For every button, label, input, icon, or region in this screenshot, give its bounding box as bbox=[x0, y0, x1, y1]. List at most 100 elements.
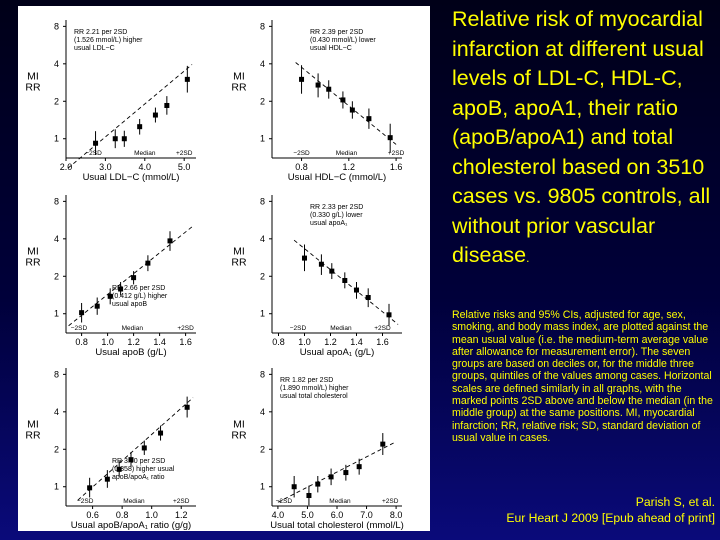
sd-label: +2SD bbox=[374, 325, 391, 332]
annotation-line: usual apoB bbox=[112, 301, 147, 308]
data-point bbox=[340, 97, 346, 103]
sd-label: +2SD bbox=[388, 150, 405, 157]
x-tick-label: 3.0 bbox=[99, 162, 112, 172]
x-tick-label: 0.8 bbox=[75, 337, 88, 347]
annotation-line: RR 2.21 per 2SD bbox=[74, 29, 127, 36]
y-tick-label: 8 bbox=[54, 21, 59, 31]
x-axis-label: Usual apoB (g/L) bbox=[95, 347, 166, 358]
y-axis-label-rr: RR bbox=[231, 429, 247, 441]
title-text: Relative risk of myocardial infarction a… bbox=[452, 7, 711, 267]
x-tick-label: 1.6 bbox=[390, 162, 403, 172]
x-tick-label: 1.2 bbox=[343, 162, 356, 172]
data-point bbox=[164, 102, 170, 108]
y-axis-label-rr: RR bbox=[231, 256, 247, 268]
sd-label: Median bbox=[336, 150, 358, 157]
y-tick-label: 2 bbox=[54, 271, 59, 281]
y-axis-label-mi: MI bbox=[233, 245, 245, 257]
x-tick-label: 5.0 bbox=[178, 162, 191, 172]
title-period: . bbox=[526, 251, 530, 265]
data-point bbox=[380, 441, 386, 447]
y-tick-label: 8 bbox=[260, 21, 265, 31]
data-point bbox=[131, 275, 137, 281]
figure-panel: 1 2 4 8 MI RR 2.0 3.0 4.0 5.0 Usual LDL−C (mmol/L)… bbox=[18, 6, 430, 531]
data-point bbox=[112, 136, 118, 142]
annotation-line: (0.430 mmol/L) lower bbox=[310, 37, 376, 44]
data-point bbox=[121, 136, 127, 142]
x-tick-label: 1.0 bbox=[145, 510, 158, 520]
trend-line bbox=[277, 441, 397, 503]
data-point bbox=[137, 124, 143, 130]
sd-label: Median bbox=[330, 325, 352, 332]
annotation-line: (0.412 g/L) higher bbox=[112, 293, 168, 300]
x-tick-label: 8.0 bbox=[390, 510, 403, 520]
data-point bbox=[152, 112, 158, 118]
x-tick-label: 6.0 bbox=[331, 510, 344, 520]
sd-label: −2SD bbox=[85, 150, 102, 157]
data-point bbox=[299, 76, 305, 82]
data-point bbox=[291, 484, 297, 490]
y-tick-label: 1 bbox=[260, 482, 265, 492]
x-tick-label: 0.8 bbox=[272, 337, 285, 347]
data-point bbox=[349, 107, 355, 113]
x-tick-label: 0.6 bbox=[86, 510, 99, 520]
sd-label: +2SD bbox=[176, 150, 193, 157]
data-point bbox=[329, 268, 335, 274]
x-tick-label: 1.6 bbox=[179, 337, 192, 347]
data-point bbox=[93, 140, 99, 146]
data-point bbox=[141, 445, 147, 451]
data-point bbox=[387, 135, 393, 141]
annotation-line: usual apoA₁ bbox=[310, 220, 348, 227]
y-tick-label: 4 bbox=[54, 234, 59, 244]
data-point bbox=[343, 470, 349, 476]
y-tick-label: 8 bbox=[260, 196, 265, 206]
data-point bbox=[104, 476, 110, 482]
sd-label: Median bbox=[122, 325, 144, 332]
sd-label: −2SD bbox=[290, 325, 307, 332]
data-point bbox=[354, 287, 359, 293]
x-tick-label: 5.0 bbox=[301, 510, 314, 520]
sd-label: Median bbox=[329, 498, 351, 505]
y-tick-label: 1 bbox=[54, 309, 59, 319]
annotation-line: (0.330 g/L) lower bbox=[310, 212, 363, 219]
x-tick-label: 0.8 bbox=[116, 510, 129, 520]
y-tick-label: 2 bbox=[54, 444, 59, 454]
y-axis-label-mi: MI bbox=[27, 245, 39, 257]
data-point bbox=[118, 286, 124, 292]
annotation-line: (1.890 mmol/L) higher bbox=[280, 385, 349, 392]
annotation-line: RR 2.33 per 2SD bbox=[310, 204, 363, 211]
y-tick-label: 2 bbox=[260, 271, 265, 281]
y-tick-label: 4 bbox=[54, 59, 59, 69]
x-axis-label: Usual apoB/apoA₁ ratio (g/g) bbox=[71, 520, 191, 531]
annotation-line: (0.358) higher usual bbox=[112, 466, 175, 473]
data-point bbox=[318, 261, 324, 267]
trend-line bbox=[295, 62, 397, 145]
data-point bbox=[302, 255, 307, 261]
trend-line bbox=[67, 64, 193, 169]
x-tick-label: 1.0 bbox=[298, 337, 311, 347]
x-tick-label: 2.0 bbox=[60, 162, 73, 172]
x-tick-label: 1.6 bbox=[376, 337, 389, 347]
y-tick-label: 1 bbox=[260, 309, 265, 319]
annotation-line: apoB/apoA₁ ratio bbox=[112, 474, 165, 481]
data-point bbox=[145, 260, 151, 266]
data-point bbox=[315, 82, 321, 88]
y-tick-label: 1 bbox=[260, 134, 265, 144]
citation-journal: Eur Heart J 2009 [Epub ahead of print] bbox=[506, 511, 715, 525]
trend-line bbox=[77, 397, 194, 501]
sd-label: −2SD bbox=[77, 498, 94, 505]
data-point bbox=[366, 116, 372, 122]
data-point bbox=[167, 238, 173, 244]
y-axis-label-rr: RR bbox=[25, 81, 41, 93]
data-point bbox=[328, 474, 334, 480]
data-point bbox=[107, 293, 113, 299]
annotation-line: (1.526 mmol/L) higher bbox=[74, 37, 143, 44]
annotation-line: RR 1.82 per 2SD bbox=[280, 377, 333, 384]
data-point bbox=[365, 295, 371, 301]
data-point bbox=[79, 310, 85, 316]
sd-label: Median bbox=[134, 150, 156, 157]
